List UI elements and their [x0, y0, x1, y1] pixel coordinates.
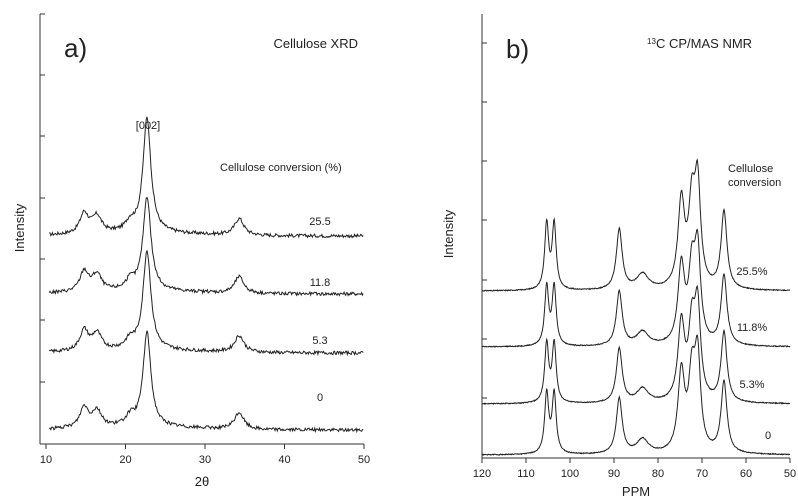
nmr-series-label-25-5: 25.5%	[736, 266, 767, 278]
xrd-x-ticks: 10 20 30 40 50	[40, 444, 370, 466]
nmr-title-superscript: 13	[647, 37, 656, 46]
xrd-x-tick-label-40: 40	[278, 454, 290, 466]
xrd-trace-11-8	[48, 196, 364, 297]
xrd-x-axis-title: 2θ	[195, 474, 209, 489]
nmr-panel-label: b)	[506, 34, 529, 64]
nmr-legend-title-line-1: Cellulose	[728, 163, 773, 175]
nmr-x-tick-label-100: 100	[561, 468, 579, 480]
nmr-series-label-5-3: 5.3%	[739, 379, 764, 391]
nmr-title-text: C CP/MAS NMR	[656, 36, 752, 51]
nmr-y-axis-title: Intensity	[441, 209, 456, 258]
nmr-trace-0	[481, 334, 791, 456]
panel-a: 10 20 30 40 50 a) Cellulose XRD [002] Cellul…	[12, 13, 370, 489]
xrd-panel-label: a)	[64, 33, 87, 63]
panel-b: 120 110 100 90 80 70 60 50 b) 13 C CP/MAS NMR C…	[441, 14, 796, 497]
nmr-series-label-11-8: 11.8%	[737, 322, 768, 334]
nmr-trace-5-3	[481, 284, 790, 405]
xrd-y-axis-title: Intensity	[12, 203, 27, 252]
xrd-series-label-0: 0	[317, 392, 323, 404]
xrd-x-tick-label-10: 10	[40, 454, 52, 466]
nmr-x-ticks: 120 110 100 90 80 70 60 50	[473, 458, 796, 480]
nmr-trace-11-8	[481, 228, 791, 348]
xrd-series-label-5-3: 5.3	[312, 335, 327, 347]
nmr-x-tick-label-60: 60	[740, 468, 752, 480]
nmr-legend-title-line-2: conversion	[728, 177, 781, 189]
nmr-x-tick-label-80: 80	[652, 468, 664, 480]
xrd-legend-title: Cellulose conversion (%)	[220, 162, 342, 174]
nmr-series-label-0: 0	[765, 430, 771, 442]
nmr-y-ticks	[482, 42, 487, 399]
nmr-x-tick-label-70: 70	[696, 468, 708, 480]
xrd-series-label-11-8: 11.8	[310, 277, 331, 289]
nmr-title: 13 C CP/MAS NMR	[647, 36, 752, 51]
xrd-x-tick-label-30: 30	[199, 454, 211, 466]
xrd-trace-25-5	[49, 116, 364, 239]
nmr-x-tick-label-90: 90	[608, 468, 620, 480]
xrd-y-ticks	[40, 13, 45, 383]
nmr-x-tick-label-110: 110	[517, 468, 535, 480]
nmr-x-axis-title: PPM	[622, 484, 650, 497]
xrd-x-tick-label-50: 50	[358, 454, 370, 466]
xrd-series-label-25-5: 25.5	[309, 216, 330, 228]
xrd-trace-5-3	[48, 250, 364, 357]
nmr-trace-25-5	[481, 158, 791, 292]
xrd-trace-0	[49, 330, 364, 434]
xrd-title: Cellulose XRD	[273, 36, 358, 51]
nmr-x-tick-label-50: 50	[784, 468, 796, 480]
xrd-x-tick-label-20: 20	[119, 454, 131, 466]
nmr-x-tick-label-120: 120	[473, 468, 491, 480]
